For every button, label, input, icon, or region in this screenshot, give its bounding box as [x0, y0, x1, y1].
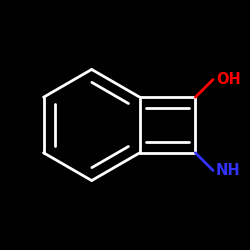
Text: OH: OH	[216, 72, 240, 87]
Text: NH: NH	[216, 163, 240, 178]
